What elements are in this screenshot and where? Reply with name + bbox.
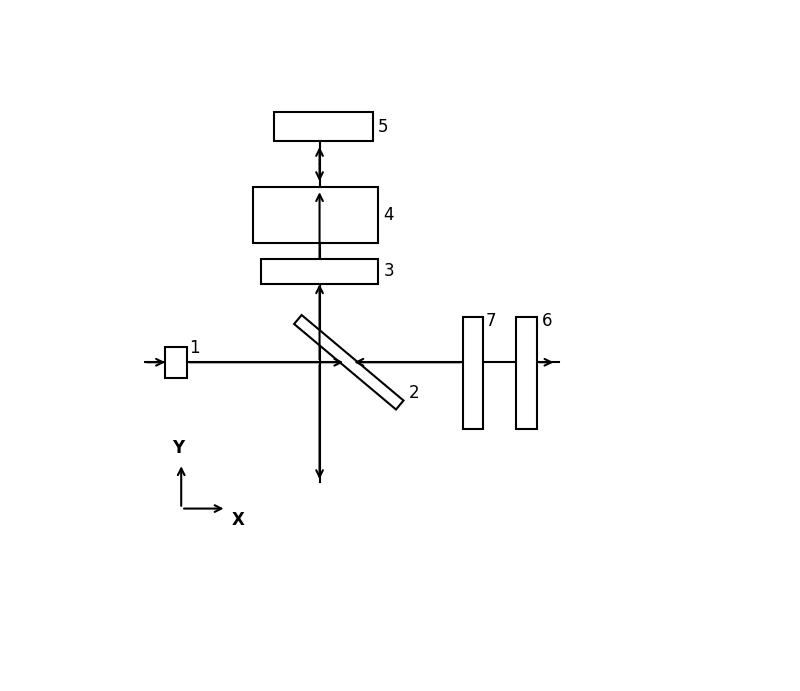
Text: 2: 2 bbox=[409, 384, 419, 401]
Text: 5: 5 bbox=[378, 118, 389, 136]
Bar bbox=[274, 112, 373, 142]
Text: 6: 6 bbox=[542, 312, 553, 330]
Text: 1: 1 bbox=[189, 339, 200, 357]
Text: 7: 7 bbox=[486, 312, 497, 330]
Text: X: X bbox=[232, 511, 245, 529]
Text: 3: 3 bbox=[383, 263, 394, 281]
Text: Y: Y bbox=[173, 439, 185, 457]
Bar bbox=[517, 317, 537, 428]
Bar bbox=[463, 317, 483, 428]
Polygon shape bbox=[294, 315, 403, 410]
Bar bbox=[253, 187, 378, 243]
Bar bbox=[261, 258, 378, 284]
Text: 4: 4 bbox=[383, 206, 394, 224]
Bar bbox=[166, 348, 186, 378]
